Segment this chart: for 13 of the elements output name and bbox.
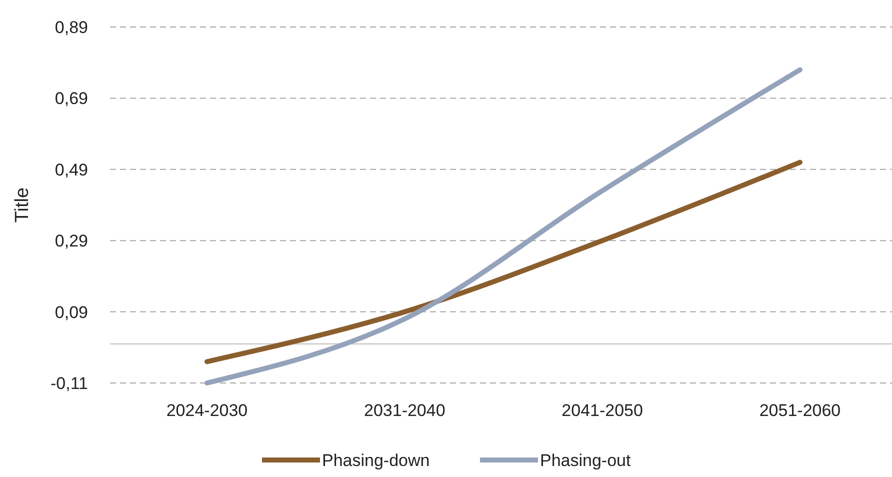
x-tick-label: 2031-2040 (364, 401, 446, 420)
legend-label: Phasing-down (322, 451, 430, 470)
x-tick-label: 2041-2050 (562, 401, 643, 420)
legend-label: Phasing-out (540, 451, 632, 470)
y-axis-title: Title (12, 187, 33, 223)
y-tick-label: 0,29 (54, 232, 88, 251)
y-tick-label: 0,09 (54, 302, 88, 322)
y-tick-label: 0,89 (54, 18, 88, 37)
y-tick-label: 0,49 (54, 160, 88, 180)
x-tick-label: 2051-2060 (759, 401, 841, 420)
x-tick-label: 2024-2030 (166, 401, 248, 420)
y-tick-label: 0,69 (54, 89, 88, 108)
y-tick-label: -0,11 (50, 374, 88, 393)
